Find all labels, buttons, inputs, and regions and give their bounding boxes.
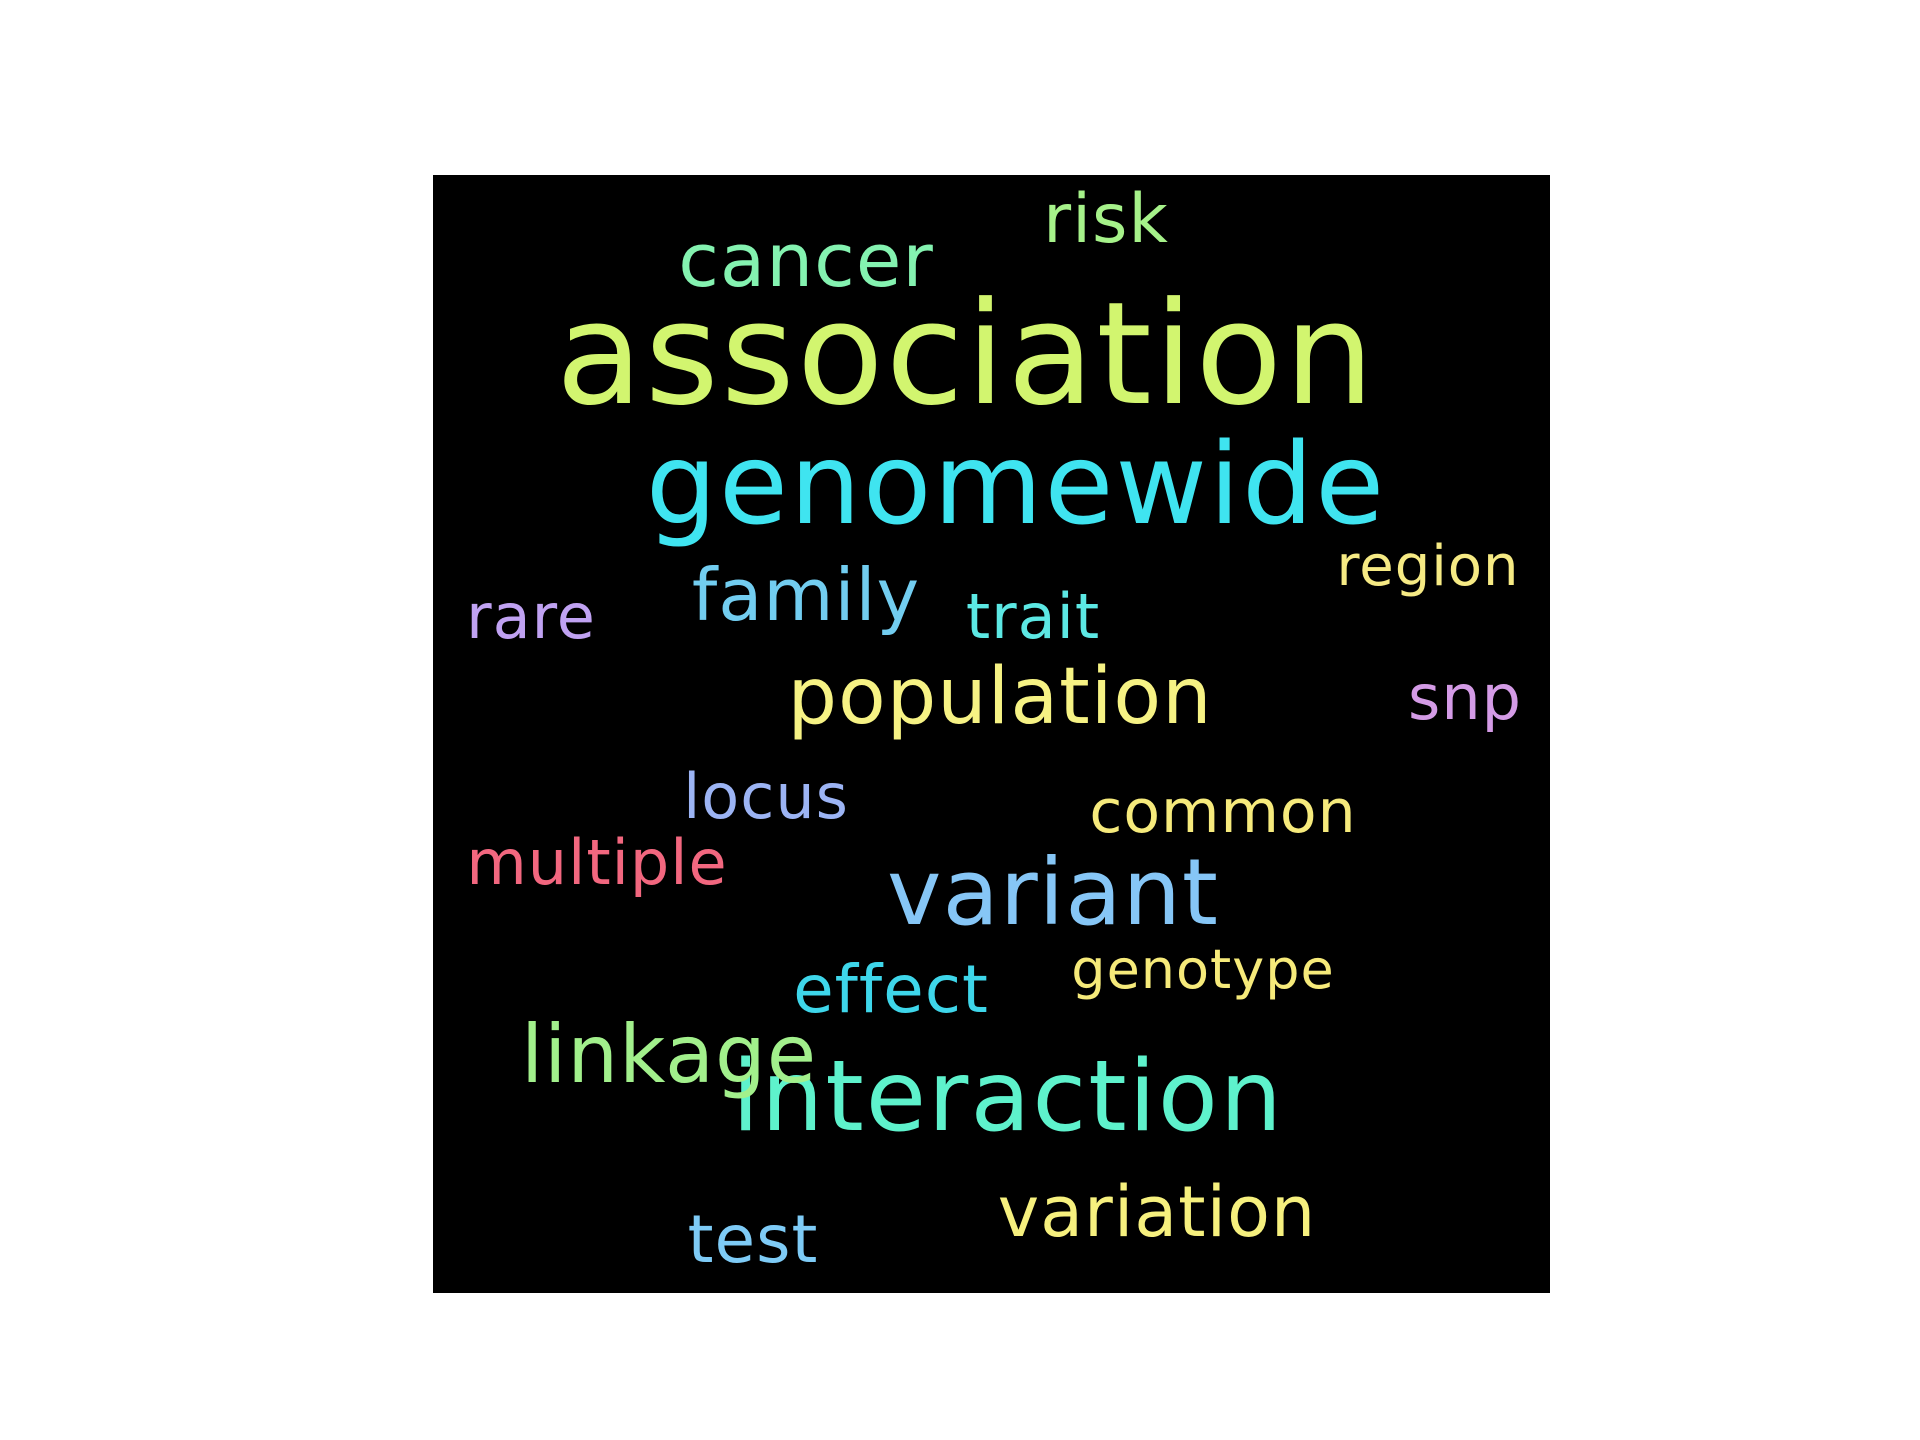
word-trait: trait xyxy=(965,580,1101,653)
word-family: family xyxy=(691,553,921,637)
word-variant: variant xyxy=(887,839,1219,946)
word-interaction: interaction xyxy=(731,1040,1285,1154)
word-genotype: genotype xyxy=(1071,938,1335,1001)
word-locus: locus xyxy=(683,760,849,833)
word-linkage: linkage xyxy=(520,1008,818,1101)
word-cloud: association genomewide interaction varia… xyxy=(433,175,1550,1293)
word-test: test xyxy=(687,1201,819,1278)
word-genomewide: genomewide xyxy=(645,420,1387,550)
word-effect: effect xyxy=(793,951,989,1028)
word-rare: rare xyxy=(466,580,596,653)
word-population: population xyxy=(787,652,1213,742)
word-common: common xyxy=(1089,777,1357,847)
word-risk: risk xyxy=(1043,180,1169,259)
word-multiple: multiple xyxy=(466,826,728,899)
word-cancer: cancer xyxy=(678,218,934,304)
word-variation: variation xyxy=(997,1171,1317,1253)
word-association: association xyxy=(555,272,1377,437)
word-snp: snp xyxy=(1408,661,1522,734)
word-region: region xyxy=(1336,534,1520,599)
